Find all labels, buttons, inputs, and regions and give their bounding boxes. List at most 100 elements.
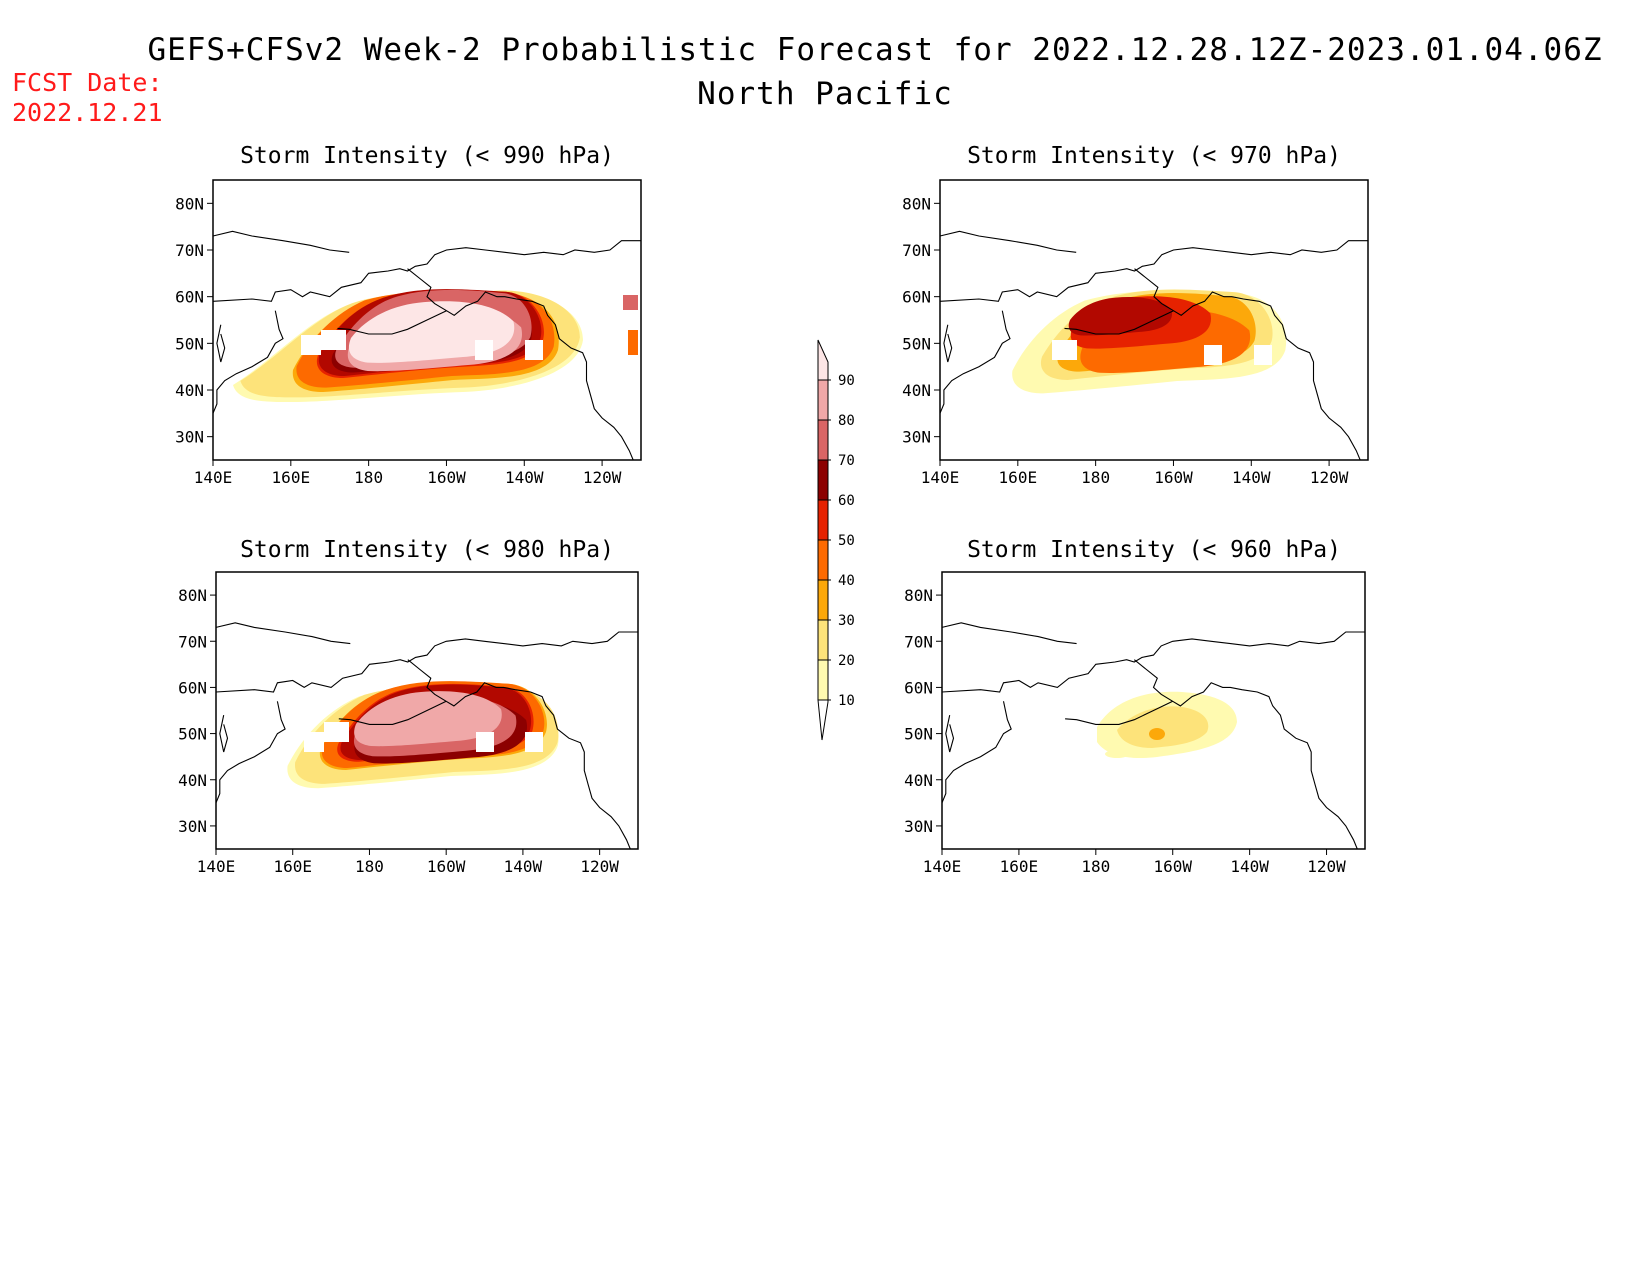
panel-title: Storm Intensity (< 960 hPa) [967,537,1341,563]
coastline [212,240,641,302]
lon-tick-label: 120W [583,468,622,487]
lon-tick-label: 120W [1310,468,1349,487]
lat-tick-label: 30N [175,428,204,447]
coastline [943,324,953,363]
map-axes-2: 80N 70N 60N 50N 40N 30N 140E 160E 180 160W 140W 120… [178,571,639,876]
coastline [1133,659,1358,850]
lat-tick-label: 60N [904,678,933,697]
colorbar-label: 20 [838,653,855,669]
map-frame [939,179,1369,461]
colorbar-label: 90 [838,373,855,389]
fcst-date-label: FCST Date: [12,68,163,97]
lon-tick-label: 160E [272,468,311,487]
map-panel-990: Storm Intensity (< 990 hPa) [233,143,638,402]
coastline [212,230,350,253]
lat-tick-label: 70N [902,241,931,260]
coastline [216,324,226,363]
coastline [215,631,638,693]
map-frame [212,179,642,461]
lat-tick-label: 80N [904,586,933,605]
panel-title: Storm Intensity (< 990 hPa) [240,143,614,169]
coastline [1134,268,1361,461]
colorbar-label: 40 [838,573,855,589]
map-frame [215,571,639,850]
map-panel-960: Storm Intensity (< 960 hPa) [967,537,1341,759]
lon-tick-label: 140W [504,857,543,876]
lon-tick-label: 140E [197,857,236,876]
lat-tick-label: 40N [902,381,931,400]
map-frame [941,571,1366,850]
coastline [939,310,1011,414]
coastline [407,659,631,850]
lon-tick-label: 160E [273,857,312,876]
coastline [219,714,229,753]
colorbar: 10 20 30 40 50 60 70 80 90 [817,339,855,741]
coastline [215,622,351,645]
lon-tick-label: 140W [505,468,544,487]
lat-tick-label: 80N [175,194,204,213]
lat-tick-label: 50N [175,334,204,353]
probability-field [1097,691,1237,759]
lat-tick-label: 50N [904,725,933,744]
coastline [945,714,955,753]
lon-tick-label: 140W [1230,857,1269,876]
fcst-date-value: 2022.12.21 [12,98,163,127]
lon-tick-label: 140W [1232,468,1271,487]
lat-tick-label: 40N [175,381,204,400]
coastline [939,230,1077,253]
lat-tick-label: 30N [904,817,933,836]
lon-tick-label: 160W [1154,468,1193,487]
coastline [941,701,1012,804]
lat-tick-label: 30N [178,817,207,836]
lat-tick-label: 80N [902,194,931,213]
colorbar-label: 10 [838,693,855,709]
lon-tick-label: 180 [355,857,384,876]
coastline [212,310,284,414]
map-axes-0: 80N 70N 60N 50N 40N 30N 140E 160E 180 160W 140W 120… [175,179,642,487]
map-panel-980: Storm Intensity (< 980 hPa) [240,537,614,789]
lon-tick-label: 160W [427,857,466,876]
coastline [338,700,447,725]
main-title: GEFS+CFSv2 Week-2 Probabilistic Forecast… [147,32,1603,68]
lat-tick-label: 40N [178,771,207,790]
lon-tick-label: 140E [194,468,233,487]
colorbar-label: 70 [838,453,855,469]
lon-tick-label: 120W [1307,857,1346,876]
lon-tick-label: 180 [1081,857,1110,876]
lat-tick-label: 60N [178,678,207,697]
lat-tick-label: 50N [178,725,207,744]
lat-tick-label: 70N [175,241,204,260]
lat-tick-label: 50N [902,334,931,353]
coastline [1064,310,1174,335]
panel-title: Storm Intensity (< 970 hPa) [967,143,1341,169]
lat-tick-label: 60N [175,288,204,307]
colorbar-label: 80 [838,413,855,429]
lat-tick-label: 80N [178,586,207,605]
lon-tick-label: 160W [1153,857,1192,876]
map-axes-1: 80N 70N 60N 50N 40N 30N 140E 160E 180 160W 140W 120… [902,179,1369,487]
coastline [215,701,286,804]
lat-tick-label: 30N [902,428,931,447]
coastline [941,622,1077,645]
lon-tick-label: 140E [923,857,962,876]
lon-tick-label: 160E [1000,857,1039,876]
colorbar-label: 50 [838,533,855,549]
probability-field [287,681,559,789]
lat-tick-label: 70N [178,632,207,651]
lon-tick-label: 160W [427,468,466,487]
lon-tick-label: 180 [354,468,383,487]
colorbar-label: 60 [838,493,855,509]
panel-title: Storm Intensity (< 980 hPa) [240,537,614,563]
map-axes-3: 80N 70N 60N 50N 40N 30N 140E 160E 180 160W 140W 120… [904,571,1366,876]
map-panel-970: Storm Intensity (< 970 hPa) [967,143,1341,394]
lat-tick-label: 40N [904,771,933,790]
colorbar-label: 30 [838,613,855,629]
lon-tick-label: 120W [580,857,619,876]
lon-tick-label: 180 [1081,468,1110,487]
coastline [407,268,634,461]
coastline [1065,700,1173,725]
coastline [939,240,1368,302]
region-subtitle: North Pacific [697,76,953,112]
probability-field [233,289,638,402]
